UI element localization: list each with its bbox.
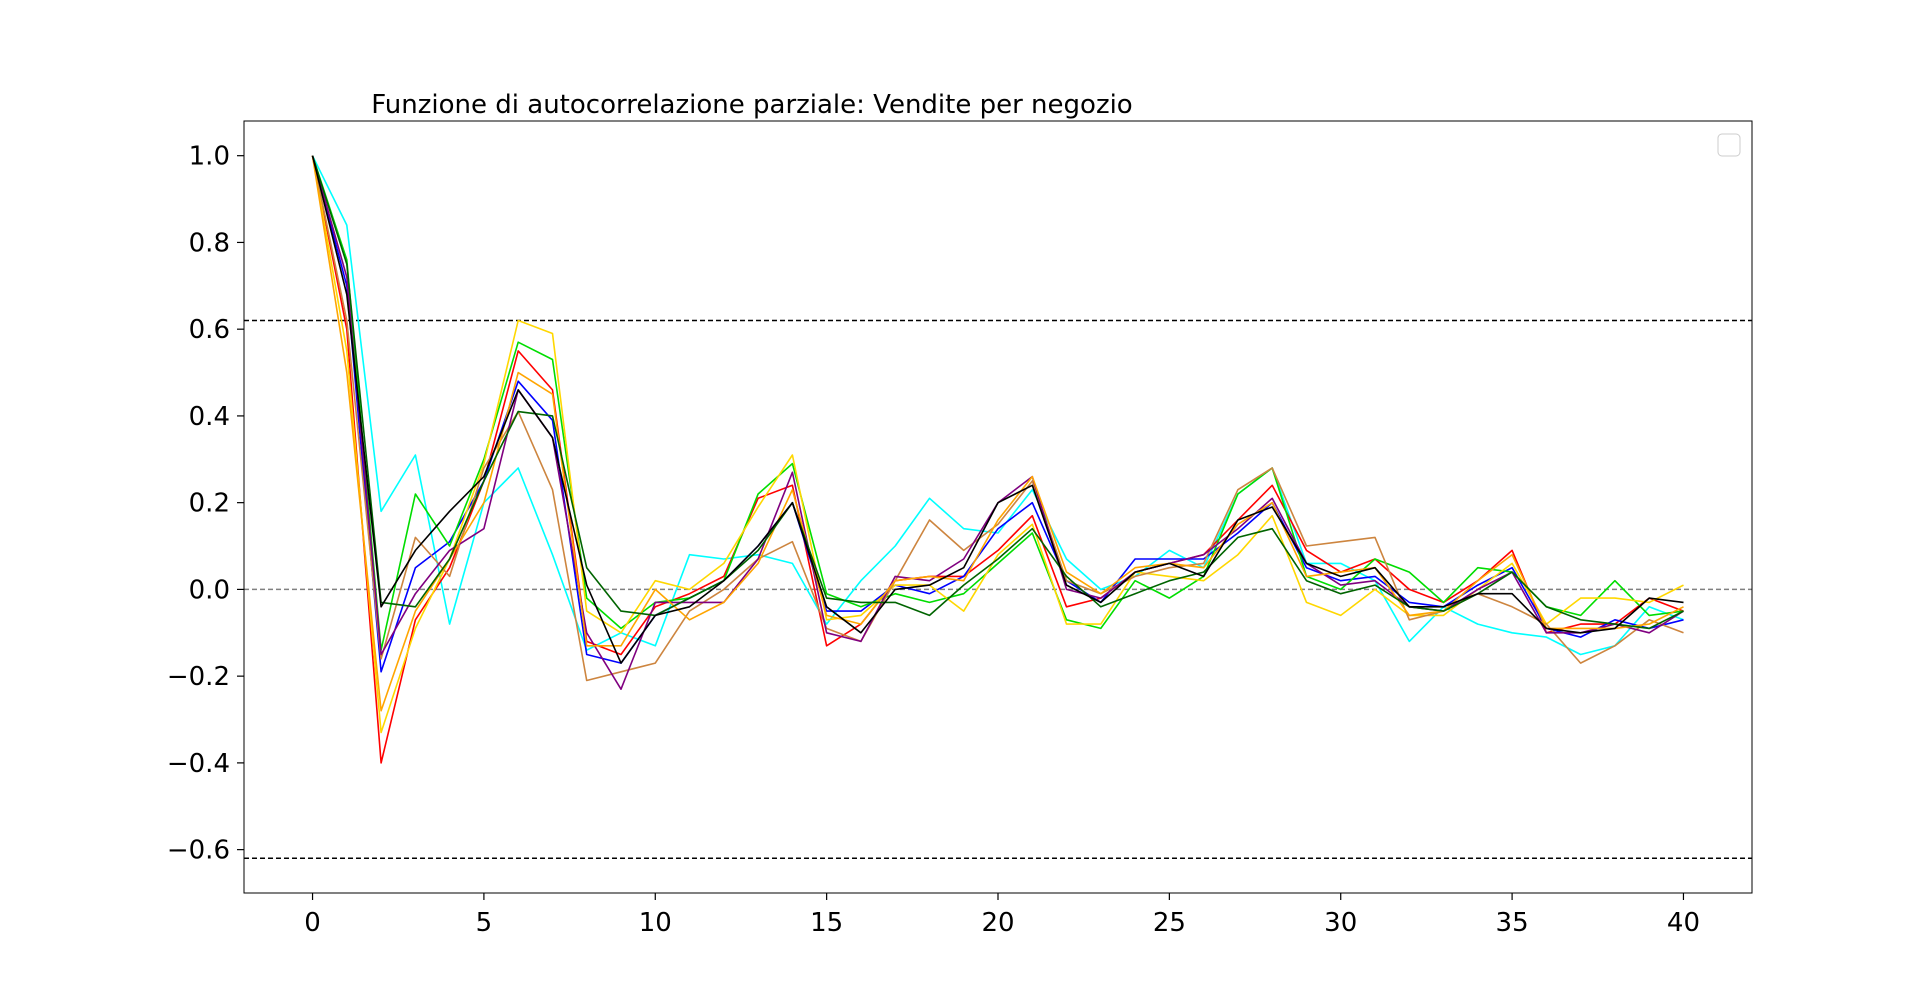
y-tick-label: 1.0 [189, 142, 230, 172]
x-tick-label: 15 [810, 908, 843, 938]
series-line-5 [311, 155, 1684, 734]
y-tick-label: 0.2 [189, 489, 230, 519]
y-tick-label: −0.6 [167, 836, 230, 866]
series-line-8 [311, 155, 1684, 712]
x-tick-label: 0 [304, 908, 321, 938]
series-line-9 [311, 155, 1684, 630]
axis-ticks: 0 5 10 15 20 25 30 35 40 1.0 0.8 0.6 0.4 0.2 0.0 −0.2 −0… [167, 142, 1700, 938]
x-tick-label: 5 [476, 908, 493, 938]
series-line-1 [311, 155, 1684, 656]
y-tick-label: 0.4 [189, 402, 230, 432]
y-tick-label: 0.0 [189, 575, 230, 605]
chart-title: Funzione di autocorrelazione parziale: V… [371, 90, 1132, 120]
series-line-6 [311, 155, 1684, 682]
series-line-7 [311, 155, 1684, 690]
x-tick-label: 20 [981, 908, 1014, 938]
y-tick-label: −0.4 [167, 749, 230, 779]
series-line-4 [311, 155, 1684, 651]
legend-box [1717, 133, 1741, 157]
series-line-10 [311, 155, 1684, 664]
x-tick-label: 25 [1153, 908, 1186, 938]
plot-area [244, 155, 1752, 860]
y-tick-label: 0.8 [189, 228, 230, 258]
axes-frame [243, 120, 1753, 894]
y-tick-label: 0.6 [189, 315, 230, 345]
x-tick-label: 10 [639, 908, 672, 938]
series-line-3 [311, 155, 1684, 673]
x-tick-label: 40 [1667, 908, 1700, 938]
y-tick-label: −0.2 [167, 662, 230, 692]
x-tick-label: 30 [1324, 908, 1357, 938]
x-tick-label: 35 [1496, 908, 1529, 938]
series-line-2 [311, 155, 1684, 764]
